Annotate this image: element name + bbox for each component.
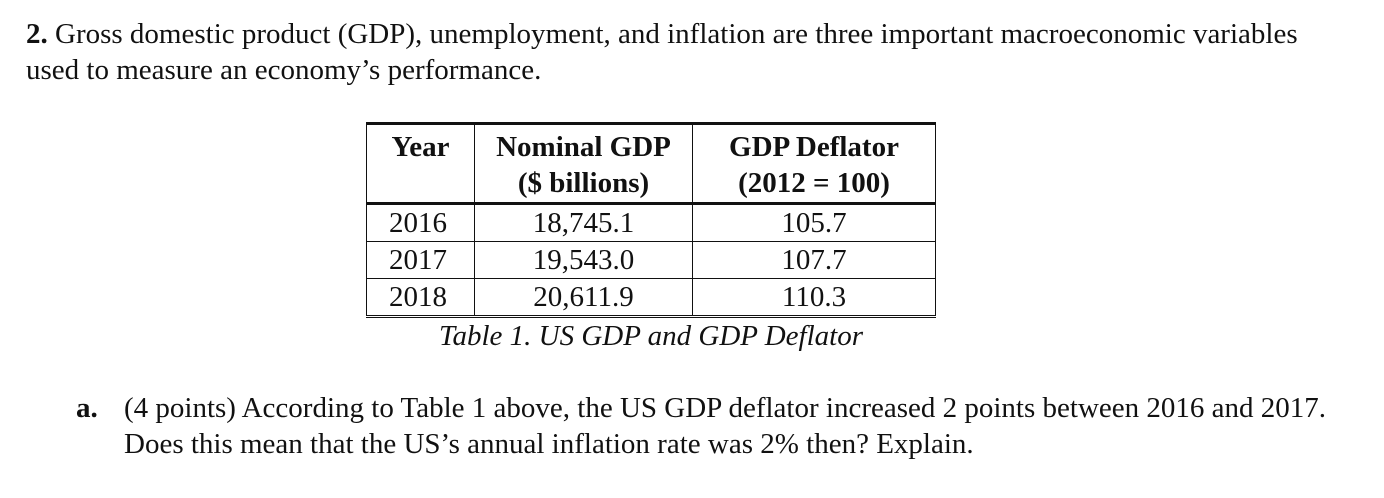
cell-gdp-deflator: 110.3 xyxy=(692,278,936,318)
cell-gdp-deflator: 107.7 xyxy=(692,241,936,279)
question-2: 2. Gross domestic product (GDP), unemplo… xyxy=(26,16,1356,88)
header-year: Year xyxy=(366,122,475,205)
table-row: 2017 19,543.0 107.7 xyxy=(366,241,936,279)
table-caption: Table 1. US GDP and GDP Deflator xyxy=(438,320,863,352)
table-row: 2016 18,745.1 105.7 xyxy=(366,203,936,242)
question-number: 2. xyxy=(26,18,48,50)
cell-gdp-deflator: 105.7 xyxy=(692,203,936,242)
cell-nominal-gdp: 20,611.9 xyxy=(474,278,693,318)
header-gdp-deflator-line2: (2012 = 100) xyxy=(738,167,890,199)
cell-year: 2018 xyxy=(366,278,475,318)
table-row: 2018 20,611.9 110.3 xyxy=(366,278,936,318)
header-nominal-gdp: Nominal GDP ($ billions) xyxy=(474,122,693,205)
header-gdp-deflator: GDP Deflator (2012 = 100) xyxy=(692,122,936,205)
part-a-text: (4 points) According to Table 1 above, t… xyxy=(124,392,1327,460)
table-header-row: Year Nominal GDP ($ billions) GDP Deflat… xyxy=(366,122,936,205)
header-nominal-gdp-line1: Nominal GDP xyxy=(496,131,671,163)
cell-year: 2016 xyxy=(366,203,475,242)
gdp-table: Year Nominal GDP ($ billions) GDP Deflat… xyxy=(366,122,936,318)
cell-year: 2017 xyxy=(366,241,475,279)
header-nominal-gdp-line2: ($ billions) xyxy=(517,167,650,199)
part-a-letter: a. xyxy=(76,392,98,424)
cell-nominal-gdp: 18,745.1 xyxy=(474,203,693,242)
question-text: Gross domestic product (GDP), unemployme… xyxy=(26,18,1298,86)
header-gdp-deflator-line1: GDP Deflator xyxy=(729,131,899,163)
cell-nominal-gdp: 19,543.0 xyxy=(474,241,693,279)
gdp-table-container: Year Nominal GDP ($ billions) GDP Deflat… xyxy=(366,122,936,354)
part-a: a. (4 points) According to Table 1 above… xyxy=(76,390,1336,462)
